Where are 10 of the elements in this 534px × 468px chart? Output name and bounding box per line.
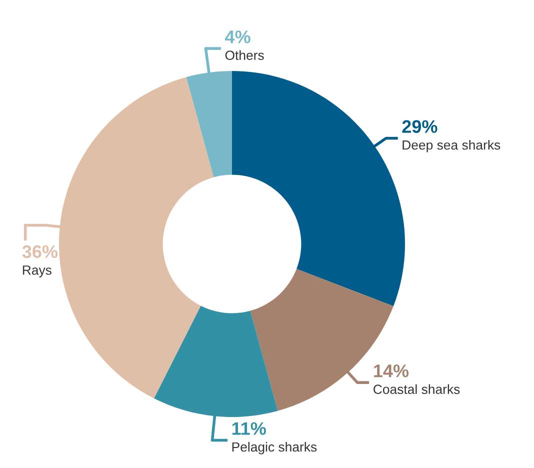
- slice-label: Coastal sharks: [374, 384, 460, 394]
- data-label: 11%: [232, 422, 266, 435]
- data-label: 36%: [22, 245, 58, 258]
- data-label: 4%: [225, 30, 250, 44]
- data-label: 14%: [374, 364, 409, 378]
- slice-label: Others: [225, 50, 264, 60]
- data-label: 29%: [402, 120, 438, 133]
- slice-label: Deep sea sharks: [402, 140, 500, 152]
- slice-label: Pelagic sharks: [232, 442, 317, 454]
- slice-label: Rays: [22, 266, 52, 278]
